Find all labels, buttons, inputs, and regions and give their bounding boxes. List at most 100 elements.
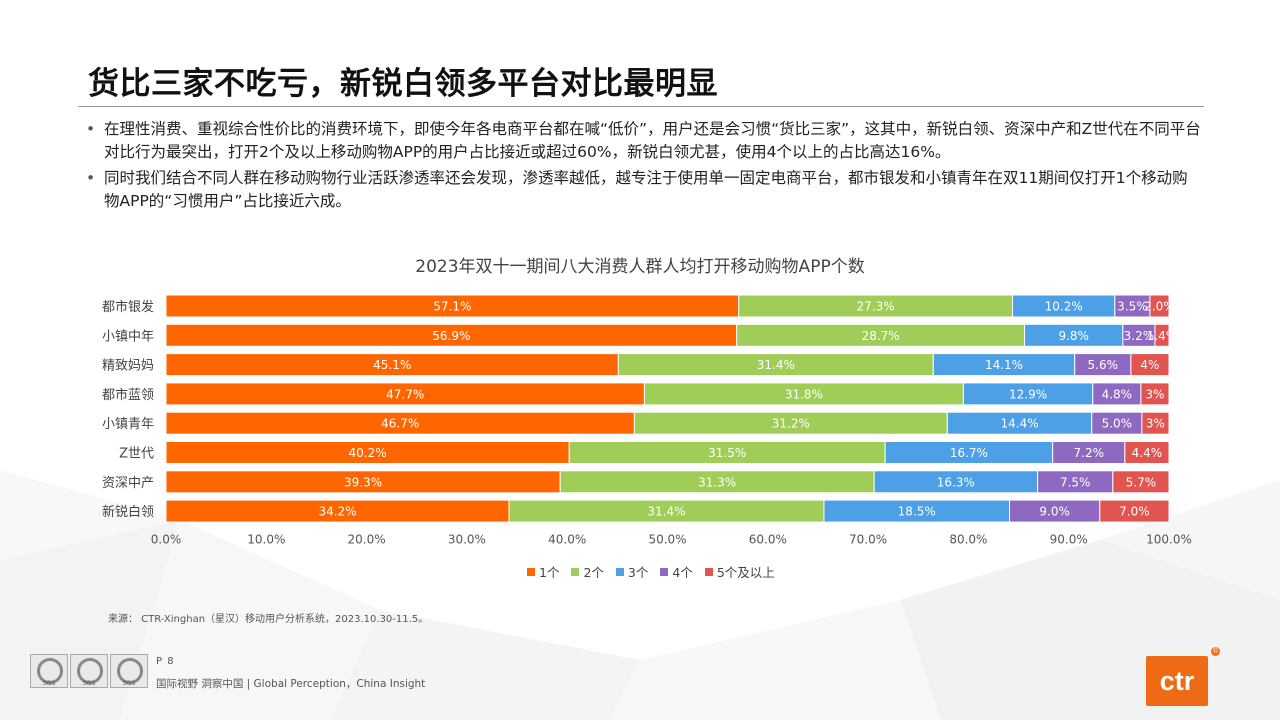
data-label: 14.1% [985,358,1023,372]
x-tick-label: 0.0% [151,532,182,546]
bar-segment [1124,441,1170,464]
data-label: 3.2% [1124,329,1155,343]
legend-item: 1个 [527,562,559,581]
data-label: 16.7% [950,446,988,460]
certification-logos: SGS SGS SGS [30,654,148,688]
data-label: 4.4% [1132,446,1163,460]
bullet-item: • 同时我们结合不同人群在移动购物行业活跃渗透率还会发现，渗透率越低，越专注于使用… [86,167,1201,213]
bar-segment [1130,353,1170,377]
legend-swatch [704,567,713,576]
data-label: 3% [1145,387,1164,401]
legend-item: 5个及以上 [704,562,775,581]
data-label: 16.3% [937,475,975,489]
x-tick-label: 30.0% [448,532,486,546]
legend-item: 3个 [615,562,649,581]
x-tick-label: 100.0% [1146,532,1192,546]
data-label: 18.5% [898,505,936,519]
category-label: 精致妈妈 [102,359,154,374]
data-label: 9.8% [1058,329,1089,343]
data-label: 3% [1146,417,1165,431]
bullet-text: 同时我们结合不同人群在移动购物行业活跃渗透率还会发现，渗透率越低，越专注于使用单… [104,169,1188,210]
legend-label: 1个 [539,565,560,580]
data-label: 3.5% [1117,300,1148,314]
data-label: 46.7% [381,417,419,431]
sgs-badge-icon: SGS [110,654,148,688]
data-label: 2.0% [1144,300,1175,314]
data-label: 10.2% [1045,300,1083,314]
bullet-list: • 在理性消费、重视综合性价比的消费环境下，即使今年各电商平台都在喊“低价”，用户… [86,118,1201,216]
bullet-dot: • [86,169,96,187]
data-label: 5.0% [1102,417,1133,431]
data-label: 40.2% [349,446,387,460]
ctr-logo: ctr [1146,656,1208,706]
chart-title: 2023年双十一期间八大消费人群人均打开移动购物APP个数 [415,257,865,277]
data-label: 31.4% [647,505,685,519]
data-label: 47.7% [386,387,424,401]
bar-segment [1141,411,1170,435]
data-label: 28.7% [862,329,900,343]
x-tick-label: 80.0% [949,532,987,546]
title-divider [78,106,1204,107]
data-label: 31.4% [757,358,795,372]
chart-legend: 1个 2个 3个 4个 5个及以上 [527,562,775,581]
x-tick-label: 70.0% [849,532,887,546]
x-tick-label: 90.0% [1050,532,1088,546]
legend-swatch [660,567,669,576]
x-tick-label: 60.0% [749,532,787,546]
data-label: 31.5% [708,446,746,460]
data-label: 31.3% [698,475,736,489]
source-note: 来源： CTR-Xinghan（星汉）移动用户分析系统，2023.10.30-1… [108,614,429,625]
bullet-text: 在理性消费、重视综合性价比的消费环境下，即使今年各电商平台都在喊“低价”，用户还… [104,120,1201,161]
bullet-dot: • [86,120,96,138]
page-title: 货比三家不吃亏，新锐白领多平台对比最明显 [88,66,718,102]
category-label: 都市银发 [102,299,154,315]
x-tick-label: 10.0% [247,532,285,546]
category-label: 资深中产 [102,476,154,491]
bar-segment [1149,294,1170,318]
data-label: 1.4% [1147,329,1178,343]
bar-segment [1099,499,1170,523]
bullet-item: • 在理性消费、重视综合性价比的消费环境下，即使今年各电商平台都在喊“低价”，用户… [86,118,1201,164]
legend-label: 2个 [583,565,604,580]
legend-swatch [615,567,624,576]
legend-label: 5个及以上 [716,565,775,580]
data-label: 12.9% [1009,387,1047,401]
category-label: 小镇青年 [102,417,154,432]
x-tick-label: 40.0% [548,532,586,546]
data-label: 31.2% [772,417,810,431]
bar-segment [1140,382,1170,406]
data-label: 39.3% [344,475,382,489]
data-label: 7.5% [1060,475,1091,489]
category-label: 都市蓝领 [102,387,154,403]
data-label: 31.8% [785,387,823,401]
category-label: Z世代 [119,447,154,462]
data-label: 7.0% [1119,505,1150,519]
legend-label: 4个 [672,565,693,580]
data-label: 34.2% [318,505,356,519]
x-tick-label: 20.0% [348,532,386,546]
page-number: P 8 [156,656,175,667]
legend-item: 4个 [660,562,693,581]
sgs-badge-icon: SGS [30,654,68,688]
registered-mark-icon: ® [1211,647,1220,656]
sgs-badge-icon: SGS [70,654,108,688]
data-label: 4.8% [1102,387,1133,401]
legend-swatch [571,567,580,576]
category-label: 小镇中年 [102,329,154,344]
bar-segment [1154,323,1170,347]
data-label: 9.0% [1039,505,1070,519]
stacked-bar-chart: 都市银发 57.1% 27.3% 10.2% 3.5%2.0% 小镇中年 56.9% 28.7… [102,294,1192,546]
data-label: 7.2% [1074,446,1105,460]
data-label: 45.1% [373,358,411,372]
legend-label: 3个 [627,565,649,580]
data-label: 4% [1140,358,1159,372]
footer-slogan: 国际视野 洞察中国 | Global Perception，China Insi… [156,678,426,690]
data-label: 14.4% [1000,417,1038,431]
data-label: 56.9% [432,329,470,343]
x-tick-label: 50.0% [648,532,686,546]
legend-item: 2个 [571,562,604,581]
legend-swatch [527,567,535,576]
data-label: 57.1% [433,300,471,314]
data-label: 27.3% [857,300,895,314]
data-label: 5.6% [1088,358,1119,372]
